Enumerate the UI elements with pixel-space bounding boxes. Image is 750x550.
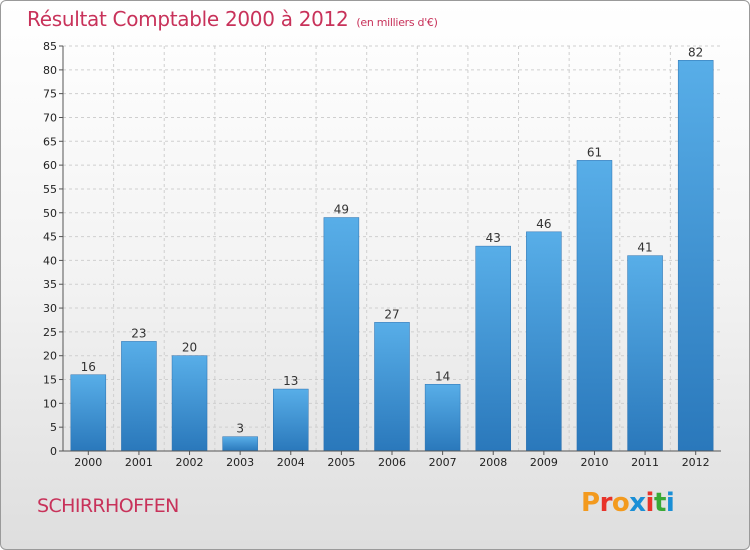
x-tick-label-2011: 2011 — [631, 456, 659, 469]
bar-2006 — [374, 322, 410, 452]
bar-2010 — [576, 160, 613, 452]
x-tick-label-2008: 2008 — [479, 456, 507, 469]
y-tick-label: 35 — [43, 278, 57, 291]
y-tick-label: 45 — [43, 231, 57, 244]
x-tick-label-2007: 2007 — [429, 456, 457, 469]
value-label-2008: 43 — [486, 231, 501, 245]
y-tick-label: 70 — [43, 111, 57, 124]
y-tick-label: 40 — [43, 254, 57, 267]
value-label-2007: 14 — [435, 369, 450, 383]
y-tick-label: 80 — [43, 64, 57, 77]
logo-letter: i — [665, 488, 675, 518]
x-tick-label-2005: 2005 — [327, 456, 355, 469]
x-tick-label-2004: 2004 — [277, 456, 305, 469]
logo-letter: P — [581, 488, 600, 518]
value-label-2000: 16 — [81, 360, 96, 374]
chart-title-text: Résultat Comptable 2000 à 2012 — [27, 7, 349, 31]
bar-2005 — [323, 217, 360, 452]
proxiti-logo[interactable]: Proxiti — [581, 488, 675, 518]
bars — [70, 60, 714, 452]
bar-2000 — [70, 374, 107, 452]
y-tick-label: 25 — [43, 326, 57, 339]
y-tick-label: 60 — [43, 159, 57, 172]
y-tick-label: 30 — [43, 302, 57, 315]
x-tick-label-2010: 2010 — [580, 456, 608, 469]
y-tick-label: 10 — [43, 397, 57, 410]
bar-2009 — [526, 231, 562, 452]
value-label-2001: 23 — [131, 326, 146, 340]
bar-2004 — [273, 388, 309, 452]
y-tick-label: 0 — [50, 445, 57, 458]
axes — [59, 45, 721, 455]
y-tick-label: 20 — [43, 350, 57, 363]
bar-2001 — [121, 341, 157, 452]
logo-letter: t — [653, 488, 666, 518]
value-label-2010: 61 — [587, 145, 602, 159]
y-tick-label: 15 — [43, 374, 57, 387]
x-tick-label-2006: 2006 — [378, 456, 406, 469]
x-tick-label-2002: 2002 — [176, 456, 204, 469]
bar-2008 — [475, 245, 511, 452]
y-tick-label: 65 — [43, 135, 57, 148]
x-tick-label-2000: 2000 — [74, 456, 102, 469]
y-tick-label: 55 — [43, 183, 57, 196]
y-tick-label: 50 — [43, 207, 57, 220]
bar-2012 — [677, 60, 714, 452]
logo-letter: x — [629, 488, 646, 518]
y-tick-label: 75 — [43, 88, 57, 101]
x-tick-label-2001: 2001 — [125, 456, 153, 469]
logo-letter: i — [645, 488, 655, 518]
commune-name: SCHIRRHOFFEN — [37, 495, 179, 517]
chart-subtitle: (en milliers d'€) — [356, 16, 438, 29]
logo-letter: r — [599, 488, 613, 518]
labels: 0 5 10 15 20 25 30 35 40 45 50 55 60 65 70 75 80 85 16 2000… — [43, 40, 710, 469]
x-tick-label-2003: 2003 — [226, 456, 254, 469]
value-label-2011: 41 — [637, 241, 652, 255]
x-tick-label-2009: 2009 — [530, 456, 558, 469]
value-label-2003: 3 — [236, 422, 244, 436]
value-label-2004: 13 — [283, 374, 298, 388]
value-label-2009: 46 — [536, 217, 551, 231]
value-label-2012: 82 — [688, 45, 703, 59]
bar-2011 — [627, 255, 663, 452]
bar-2007 — [424, 384, 461, 452]
y-tick-label: 5 — [50, 421, 57, 434]
bar-2002 — [171, 355, 208, 452]
value-label-2002: 20 — [182, 341, 197, 355]
chart-title: Résultat Comptable 2000 à 2012 (en millie… — [27, 7, 438, 31]
x-tick-label-2012: 2012 — [682, 456, 710, 469]
bar-2003 — [222, 436, 258, 452]
value-label-2005: 49 — [334, 203, 349, 217]
logo-letter: o — [611, 488, 630, 518]
value-label-2006: 27 — [384, 307, 399, 321]
y-tick-label: 85 — [43, 40, 57, 53]
